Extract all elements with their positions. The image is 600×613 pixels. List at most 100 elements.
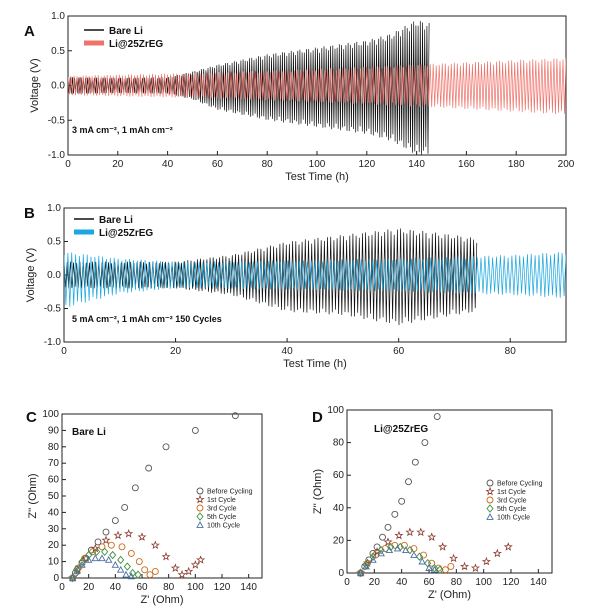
legend-label: Li@25ZrEG [99, 228, 153, 239]
y-tick-label: 100 [42, 409, 59, 420]
y-tick-label: 0.0 [47, 270, 61, 281]
marker-10th-cycle [111, 560, 120, 568]
legend-marker [485, 486, 495, 496]
x-tick-label: 200 [558, 159, 575, 170]
marker-10th-cycle [430, 565, 439, 573]
panel-title: Li@25ZrEG [374, 424, 428, 435]
series-bare-li-line [64, 228, 478, 326]
marker-10th-cycle [68, 574, 77, 581]
marker-before-cycling [94, 538, 102, 546]
marker-5th-cycle [357, 568, 365, 578]
legend-marker [486, 513, 494, 520]
marker-10th-cycle [402, 546, 410, 554]
marker-1st-cycle [460, 561, 470, 571]
panel-d: 0 20 40 60 80 100 120 140 0 20 40 60 80 100 Z' (Ohm) Z'… [312, 405, 553, 601]
panel-c: 0 20 40 60 80 100 120 140 0 10 20 30 40 50 60 70 80 90 100… [26, 409, 263, 606]
marker-before-cycling [111, 517, 119, 525]
panel-letter: D [312, 409, 323, 426]
y-tick-label: 0 [338, 568, 344, 579]
series-li-25zreg-line [68, 57, 566, 115]
legend-marker [486, 496, 494, 504]
marker-5th-cycle [78, 557, 86, 566]
x-tick-label: 80 [163, 582, 175, 593]
marker-1st-cycle [427, 532, 437, 541]
marker-5th-cycle [109, 550, 117, 560]
y-tick-label: 0.5 [51, 46, 65, 57]
y-tick-label: 0.0 [51, 81, 65, 92]
panel-letter: B [24, 205, 35, 222]
marker-5th-cycle [93, 547, 101, 556]
marker-1st-cycle [190, 560, 200, 569]
marker-1st-cycle [416, 527, 426, 537]
marker-10th-cycle [418, 557, 426, 565]
x-tick-label: 80 [505, 346, 517, 357]
marker-before-cycling [102, 528, 110, 536]
marker-1st-cycle [161, 551, 171, 561]
marker-10th-cycle [127, 572, 136, 580]
marker-10th-cycle [377, 549, 385, 557]
y-tick-label: -1.0 [48, 150, 66, 161]
marker-1st-cycle [470, 563, 480, 572]
marker-1st-cycle [492, 548, 502, 558]
marker-3rd-cycle [141, 566, 149, 574]
marker-10th-cycle [393, 544, 402, 552]
marker-1st-cycle [184, 566, 194, 576]
x-axis-label: Test Time (h) [283, 358, 347, 370]
x-tick-label: 100 [309, 159, 326, 170]
legend-marker [486, 504, 494, 513]
marker-1st-cycle [196, 555, 206, 564]
marker-5th-cycle [436, 565, 444, 574]
marker-1st-cycle [137, 532, 147, 541]
y-tick-label: 1.0 [47, 203, 61, 214]
marker-before-cycling [131, 484, 139, 492]
marker-10th-cycle [410, 551, 418, 558]
legend-label: Before Cycling [207, 489, 253, 496]
x-tick-label: 120 [358, 159, 375, 170]
marker-1st-cycle [170, 563, 180, 573]
marker-10th-cycle [78, 560, 86, 568]
marker-1st-cycle [503, 542, 513, 551]
x-tick-label: 0 [61, 346, 67, 357]
marker-3rd-cycle [89, 548, 97, 556]
x-tick-label: 20 [369, 577, 381, 588]
marker-before-cycling [121, 504, 129, 511]
marker-3rd-cycle [151, 567, 159, 575]
marker-before-cycling [433, 413, 441, 420]
marker-before-cycling [162, 443, 170, 451]
marker-10th-cycle [362, 562, 370, 570]
marker-10th-cycle [116, 565, 125, 573]
x-tick-label: 60 [393, 346, 405, 357]
y-tick-label: 1.0 [51, 11, 65, 22]
x-tick-label: 20 [83, 582, 95, 593]
marker-5th-cycle [73, 565, 81, 574]
y-tick-label: -0.5 [48, 115, 66, 126]
marker-5th-cycle [415, 552, 424, 561]
x-tick-label: 120 [503, 577, 520, 588]
marker-5th-cycle [369, 552, 377, 561]
panel-title: Bare Li [72, 427, 106, 438]
legend-label: 1st Cycle [497, 489, 526, 496]
y-tick-label: 80 [48, 442, 60, 453]
marker-before-cycling [373, 543, 381, 551]
marker-10th-cycle [425, 564, 433, 571]
panel-letter: C [26, 409, 37, 426]
marker-1st-cycle [481, 556, 491, 566]
marker-1st-cycle [394, 530, 404, 540]
x-tick-label: 20 [112, 159, 124, 170]
marker-1st-cycle [101, 535, 111, 545]
series-bare-li-line [68, 20, 430, 155]
legend-label: 10th Cycle [207, 523, 240, 530]
x-tick-label: 0 [59, 582, 65, 593]
x-tick-label: 140 [240, 582, 257, 593]
marker-3rd-cycle [146, 571, 154, 579]
legend-label: 10th Cycle [497, 515, 530, 522]
x-tick-label: 40 [396, 577, 408, 588]
legend-marker [196, 512, 204, 521]
y-tick-label: 100 [327, 405, 344, 416]
x-tick-label: 40 [282, 346, 294, 357]
x-tick-label: 40 [110, 582, 122, 593]
marker-10th-cycle [385, 546, 394, 554]
marker-1st-cycle [449, 553, 459, 563]
y-tick-label: 10 [48, 557, 60, 568]
marker-5th-cycle [134, 570, 142, 579]
